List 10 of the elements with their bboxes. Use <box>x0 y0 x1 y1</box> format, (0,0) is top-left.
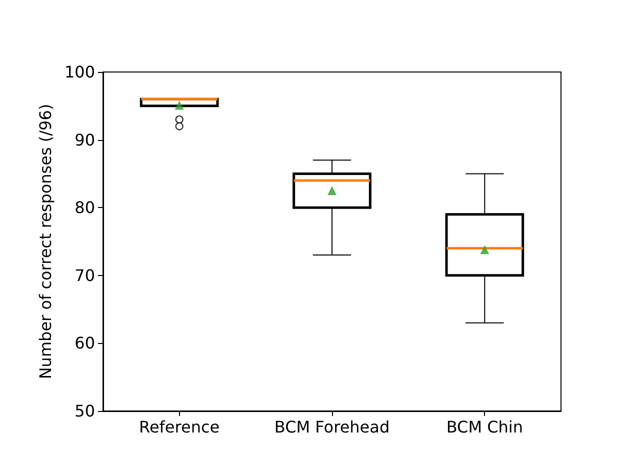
x-tick-label: Reference <box>139 418 220 436</box>
y-tick-label: 100 <box>64 62 95 82</box>
y-axis-title: Number of correct responses (/96) <box>36 104 56 380</box>
x-tick-label: BCM Chin <box>446 418 523 436</box>
y-tick-label: 60 <box>74 334 95 353</box>
y-tick-label: 50 <box>74 402 95 420</box>
y-tick-label: 70 <box>74 266 95 285</box>
y-tick-label: 90 <box>74 130 95 150</box>
y-tick-label: 80 <box>74 198 95 218</box>
x-tick-label: BCM Forehead <box>274 418 390 436</box>
